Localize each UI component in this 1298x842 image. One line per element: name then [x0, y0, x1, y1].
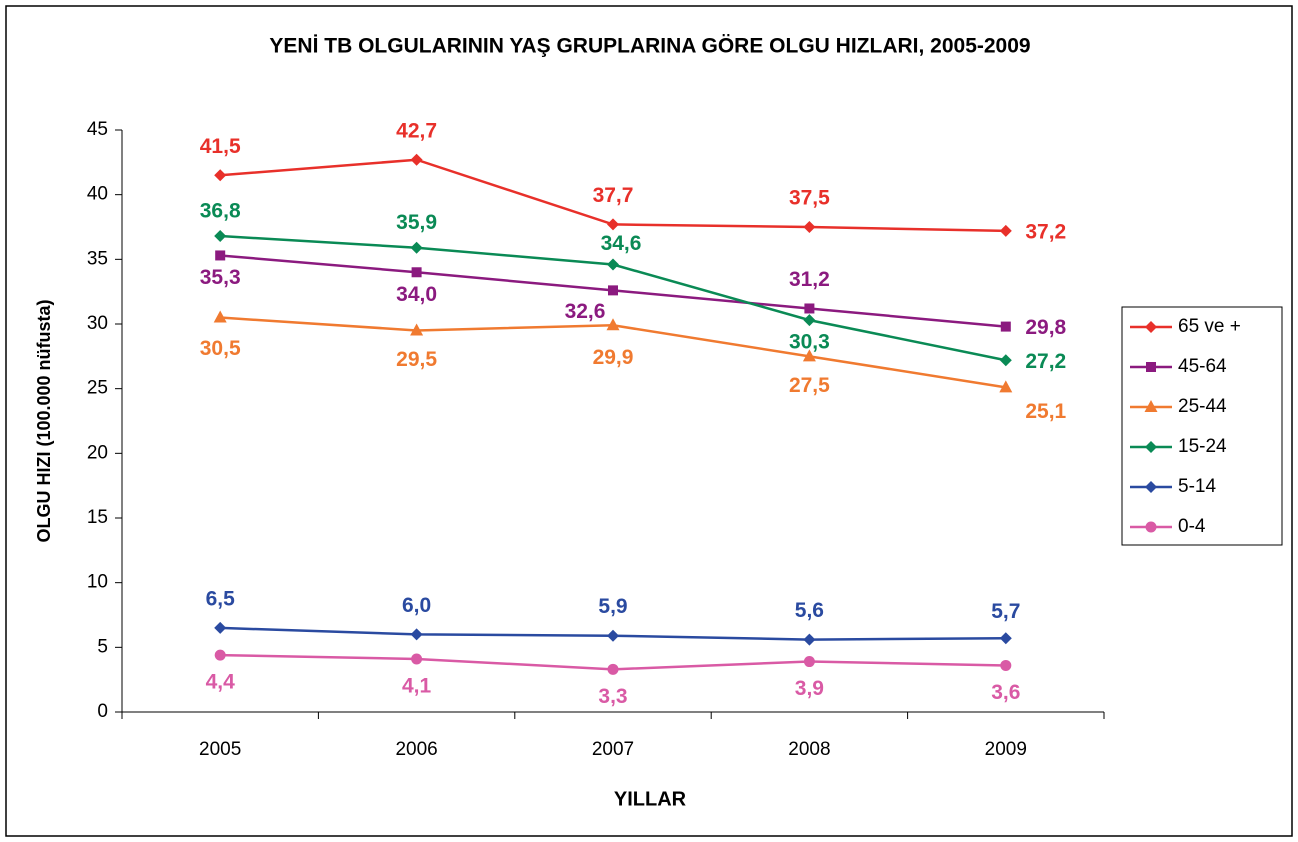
value-label: 35,9 — [396, 211, 437, 234]
value-label: 5,6 — [795, 599, 824, 622]
legend-marker — [1145, 521, 1157, 533]
data-point — [213, 310, 227, 323]
legend-label: 65 ve + — [1178, 316, 1241, 337]
chart-title: YENİ TB OLGULARININ YAŞ GRUPLARINA GÖRE … — [269, 35, 1030, 58]
value-label: 42,7 — [396, 119, 437, 142]
x-tick-label: 2007 — [592, 739, 634, 760]
value-label: 29,9 — [593, 346, 634, 369]
data-point — [999, 632, 1012, 645]
value-label: 34,0 — [396, 283, 437, 306]
value-label: 3,6 — [991, 681, 1020, 704]
data-point — [410, 153, 423, 166]
value-label: 30,3 — [789, 331, 830, 354]
value-label: 34,6 — [601, 232, 642, 255]
data-point — [803, 656, 815, 668]
data-point — [410, 323, 424, 336]
value-label: 37,5 — [789, 187, 830, 210]
frame — [5, 5, 1293, 837]
x-tick-label: 2006 — [395, 739, 437, 760]
value-label: 36,8 — [200, 200, 241, 223]
y-tick-label: 45 — [87, 119, 108, 140]
value-label: 6,5 — [206, 587, 236, 610]
value-label: 25,1 — [1025, 400, 1066, 423]
y-tick-label: 10 — [87, 572, 108, 593]
legend-marker — [1146, 362, 1156, 372]
value-label: 37,2 — [1025, 220, 1066, 243]
y-tick-label: 5 — [97, 636, 108, 657]
value-label: 32,6 — [565, 300, 606, 323]
y-tick-label: 20 — [87, 442, 108, 463]
value-label: 3,9 — [795, 677, 824, 700]
data-point — [410, 241, 423, 254]
value-label: 30,5 — [200, 337, 241, 360]
legend-label: 25-44 — [1178, 396, 1227, 417]
data-point — [999, 354, 1012, 367]
data-point — [607, 218, 619, 231]
data-point — [411, 267, 422, 278]
legend-marker — [1145, 481, 1157, 493]
y-axis-label: OLGU HIZI (100.000 nüfusta) — [34, 299, 54, 542]
data-point — [606, 318, 620, 331]
value-label: 41,5 — [200, 135, 241, 158]
data-point — [214, 230, 227, 243]
value-label: 4,4 — [206, 671, 236, 694]
data-point — [607, 663, 619, 675]
data-point — [608, 285, 618, 296]
data-point — [1000, 659, 1012, 671]
data-point — [411, 653, 423, 665]
y-tick-label: 25 — [87, 378, 108, 399]
data-point — [803, 221, 816, 233]
legend-marker — [1145, 441, 1157, 453]
y-tick-label: 30 — [87, 313, 108, 334]
data-point — [215, 250, 226, 261]
legend-label: 5-14 — [1178, 476, 1216, 497]
legend-marker — [1145, 321, 1157, 333]
x-tick-label: 2005 — [199, 739, 241, 760]
y-tick-label: 40 — [87, 184, 108, 205]
x-axis-label: YILLAR — [614, 788, 687, 810]
legend-marker — [1144, 400, 1158, 412]
value-label: 37,7 — [593, 184, 634, 207]
legend-box — [1121, 306, 1283, 546]
y-tick-label: 0 — [97, 701, 108, 722]
value-label: 5,7 — [991, 600, 1020, 623]
value-label: 29,8 — [1025, 316, 1066, 339]
value-label: 29,5 — [396, 348, 437, 371]
value-label: 6,0 — [402, 594, 431, 617]
x-tick-label: 2008 — [788, 739, 830, 760]
value-label: 3,3 — [598, 685, 627, 708]
value-label: 31,2 — [789, 268, 830, 291]
data-point — [999, 224, 1012, 237]
data-point — [214, 169, 227, 182]
data-point — [803, 633, 816, 646]
data-point — [803, 314, 816, 327]
value-label: 5,9 — [598, 595, 627, 618]
legend-label: 0-4 — [1178, 516, 1206, 537]
value-label: 27,5 — [789, 374, 830, 397]
legend-label: 45-64 — [1178, 356, 1227, 377]
x-tick-label: 2009 — [985, 739, 1027, 760]
data-point — [214, 621, 227, 634]
data-point — [802, 349, 816, 362]
y-tick-label: 15 — [87, 507, 108, 528]
legend-label: 15-24 — [1178, 436, 1227, 457]
data-point — [999, 380, 1013, 393]
data-point — [607, 629, 619, 642]
data-point — [1000, 321, 1011, 332]
y-tick-label: 35 — [87, 248, 108, 269]
data-point — [607, 258, 619, 271]
value-label: 35,3 — [200, 266, 241, 289]
value-label: 4,1 — [402, 675, 432, 698]
data-point — [804, 303, 815, 314]
value-label: 27,2 — [1025, 350, 1066, 373]
data-point — [214, 649, 226, 661]
data-point — [410, 628, 423, 641]
